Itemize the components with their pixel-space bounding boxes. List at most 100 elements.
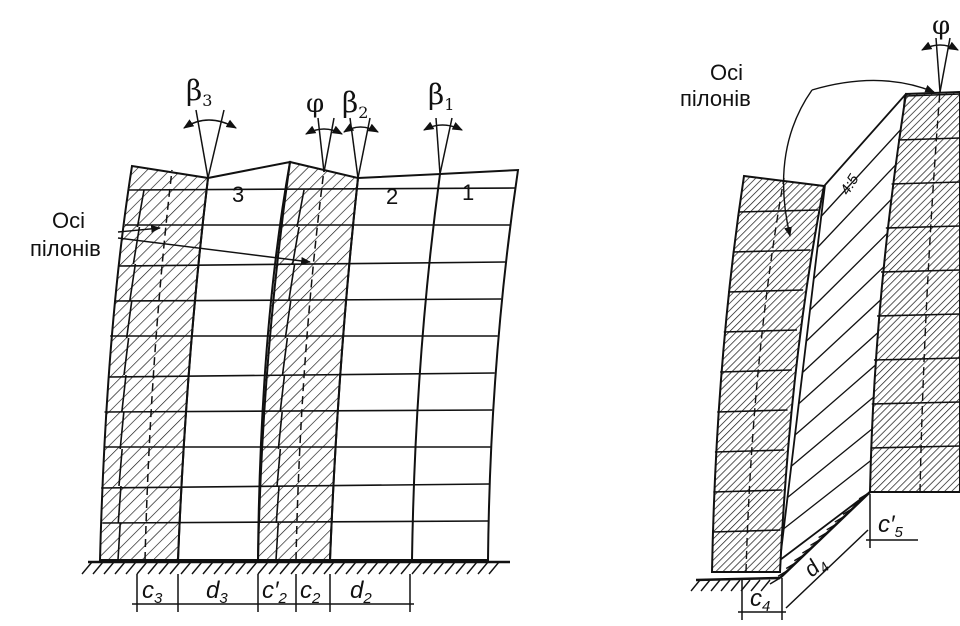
ground-hatch-tick bbox=[213, 561, 225, 575]
right-pylon-right-axis bbox=[919, 89, 941, 493]
pylon-block-line bbox=[727, 289, 804, 293]
pylon-block-line bbox=[905, 93, 960, 97]
pylon-block-line bbox=[880, 269, 960, 273]
right-pylon-right-blocks bbox=[870, 93, 960, 449]
ground-hatch-tick bbox=[422, 561, 434, 575]
wall-1-number: 1 bbox=[462, 180, 474, 205]
ground-hatch-tick bbox=[700, 579, 711, 592]
pylon-block-line bbox=[714, 449, 785, 453]
ground-hatch-tick bbox=[301, 561, 313, 575]
label-beta3: β3 bbox=[186, 74, 212, 110]
ground-hatch-tick bbox=[834, 515, 846, 523]
right-pylon-left-blocks bbox=[712, 209, 819, 533]
ground-hatch-tick bbox=[345, 561, 357, 575]
ground-hatch-tick bbox=[257, 561, 269, 575]
ground-hatch-tick bbox=[356, 561, 368, 575]
pylon-block-line bbox=[885, 225, 960, 229]
inclined-wall-line bbox=[787, 425, 877, 499]
pylon-block-line bbox=[720, 369, 792, 373]
ground-hatch-tick bbox=[147, 561, 159, 575]
dim-c2: c2 bbox=[300, 577, 321, 607]
wall-2-number: 2 bbox=[386, 184, 398, 209]
ground-hatch-tick bbox=[810, 538, 821, 546]
pylon-joint-line bbox=[276, 448, 282, 487]
wall-course-line bbox=[109, 372, 495, 378]
left-axes-label-line2: пілонів bbox=[30, 236, 101, 261]
pylon-block-line bbox=[723, 329, 798, 333]
dim-c2-prime: c′2 bbox=[262, 577, 288, 607]
ground-hatch-tick bbox=[125, 561, 137, 575]
dim-d3: d3 bbox=[206, 577, 228, 607]
angle-beta1 bbox=[423, 117, 463, 175]
label-beta2: β2 bbox=[342, 86, 368, 122]
angle-phi-left bbox=[305, 117, 343, 173]
pylon-joint-line bbox=[275, 485, 280, 524]
pylon-2 bbox=[256, 160, 360, 561]
wall-course-line bbox=[102, 520, 489, 524]
pylon-joint-line bbox=[287, 263, 296, 302]
label-phi-left: φ bbox=[306, 89, 324, 119]
ground-hatch-tick bbox=[378, 561, 390, 575]
right-pylon-left bbox=[710, 174, 826, 573]
ground-hatch-tick bbox=[411, 561, 423, 575]
pylon-block-line bbox=[873, 357, 960, 361]
ground-hatch-tick bbox=[826, 523, 838, 531]
ground-hatch-tick bbox=[268, 561, 280, 575]
angle-beta3 bbox=[183, 109, 237, 179]
ground-hatch-tick bbox=[842, 507, 854, 515]
angle-phi-right bbox=[921, 37, 959, 93]
ground-hatch-tick bbox=[690, 579, 701, 592]
right-ground-line-left bbox=[695, 576, 781, 582]
pylon-joint-line bbox=[128, 263, 137, 302]
ground-hatch-tick bbox=[477, 561, 489, 575]
wall-course-line bbox=[101, 483, 490, 489]
ground-hatch-tick bbox=[760, 579, 771, 592]
pylon-block-line bbox=[738, 209, 819, 213]
left-axes-leader-1 bbox=[117, 224, 161, 233]
ground-hatch-tick bbox=[92, 561, 104, 575]
wall-course-line bbox=[118, 261, 506, 267]
pylon-joint-line bbox=[284, 300, 292, 339]
dim-c4: c4 bbox=[750, 585, 770, 615]
left-courses bbox=[101, 187, 516, 561]
right-dim-d4-line bbox=[785, 529, 869, 609]
left-axes-leader-2 bbox=[117, 237, 311, 265]
ground-hatch-tick bbox=[466, 561, 478, 575]
ground-hatch-tick bbox=[279, 561, 291, 575]
ground-hatch-tick bbox=[103, 561, 115, 575]
pylon-joint-line bbox=[117, 522, 122, 561]
ground-hatch-tick bbox=[818, 530, 829, 539]
pylon-block-line bbox=[871, 401, 960, 405]
ground-hatch-tick bbox=[191, 561, 203, 575]
ground-hatch-tick bbox=[793, 554, 805, 562]
pylon-joint-line bbox=[136, 189, 145, 228]
ground-hatch-tick bbox=[455, 561, 467, 575]
ground-hatch-tick bbox=[81, 561, 93, 575]
ground-hatch-tick bbox=[750, 579, 761, 592]
ground-hatch-tick bbox=[400, 561, 412, 575]
ground-hatch-tick bbox=[720, 579, 731, 592]
right-axes-leader-1 bbox=[782, 89, 813, 237]
wall-3-number: 3 bbox=[232, 182, 244, 207]
pylon-block-line bbox=[870, 445, 960, 449]
ground-hatch-tick bbox=[488, 561, 500, 575]
right-pylon-left-axis bbox=[745, 177, 785, 573]
pylon-joint-line bbox=[119, 411, 125, 450]
pylon-joint-line bbox=[296, 189, 305, 228]
ground-hatch-tick bbox=[802, 546, 813, 554]
ground-hatch-tick bbox=[114, 561, 126, 575]
ground-hatch-tick bbox=[710, 579, 721, 592]
ground-hatch-tick bbox=[136, 561, 148, 575]
pylon-joint-line bbox=[279, 374, 286, 413]
label-phi-right: φ bbox=[932, 11, 950, 41]
pylon-block-line bbox=[717, 409, 788, 413]
ground-hatch-tick bbox=[235, 561, 247, 575]
pylon-block-line bbox=[898, 137, 960, 141]
ground-hatch-tick bbox=[730, 579, 741, 592]
pylon-block-line bbox=[732, 249, 811, 253]
pylon-joint-line bbox=[121, 374, 127, 413]
right-pylon-right bbox=[868, 90, 960, 493]
ground-hatch-tick bbox=[389, 561, 401, 575]
pylon-joint-line bbox=[118, 448, 123, 487]
